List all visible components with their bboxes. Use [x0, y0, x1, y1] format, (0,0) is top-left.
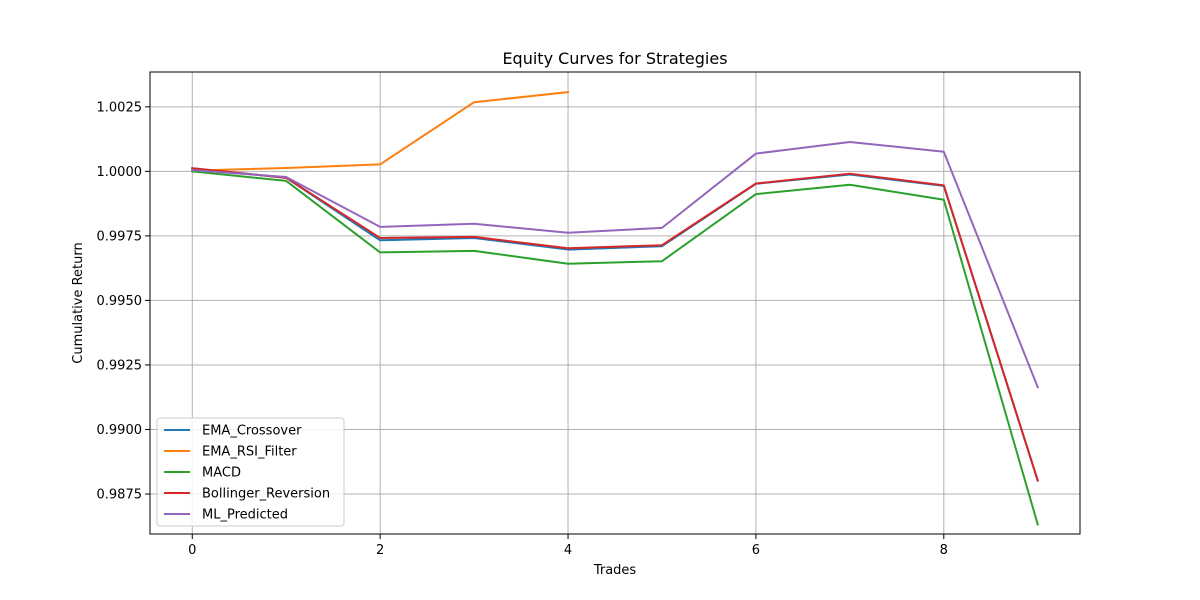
x-tick-label: 4 [564, 543, 572, 558]
series-line-macd [191, 170, 1039, 526]
legend-label-macd: MACD [202, 466, 241, 481]
y-axis-title: Cumulative Return [71, 242, 86, 363]
legend-label-ema-rsi-filter: EMA_RSI_Filter [202, 445, 297, 460]
x-tick-label: 6 [752, 543, 760, 558]
legend-label-bollinger-reversion: Bollinger_Reversion [202, 487, 330, 502]
series-layer [191, 91, 1040, 526]
ticks-layer: 0 2 4 6 8 0.9875 0.9900 0.9925 0.9950 0.9975 1.000… [97, 100, 948, 558]
y-tick-label: 0.9875 [97, 487, 143, 502]
x-tick-label: 0 [188, 543, 196, 558]
plot-frame [149, 71, 1081, 535]
legend: EMA_Crossover EMA_RSI_Filter MACD Bollinger… [156, 417, 345, 527]
y-tick-label: 0.9975 [97, 229, 143, 244]
y-tick-label: 1.0000 [97, 165, 143, 180]
x-axis-title: Trades [593, 563, 637, 578]
series-line-ml-predicted [191, 140, 1040, 389]
y-tick-label: 0.9950 [97, 294, 143, 309]
series-line-bollinger-reversion [191, 167, 1039, 482]
legend-label-ml-predicted: ML_Predicted [202, 508, 288, 523]
series-line-ema-rsi-filter [191, 91, 570, 172]
legend-box [156, 417, 345, 527]
x-tick-label: 2 [376, 543, 384, 558]
y-tick-label: 0.9900 [97, 423, 143, 438]
y-tick-label: 1.0025 [97, 100, 143, 115]
legend-label-ema-crossover: EMA_Crossover [202, 424, 302, 439]
x-tick-label: 8 [940, 543, 948, 558]
y-tick-label: 0.9925 [97, 358, 143, 373]
chart-title: Equity Curves for Strategies [502, 49, 727, 68]
